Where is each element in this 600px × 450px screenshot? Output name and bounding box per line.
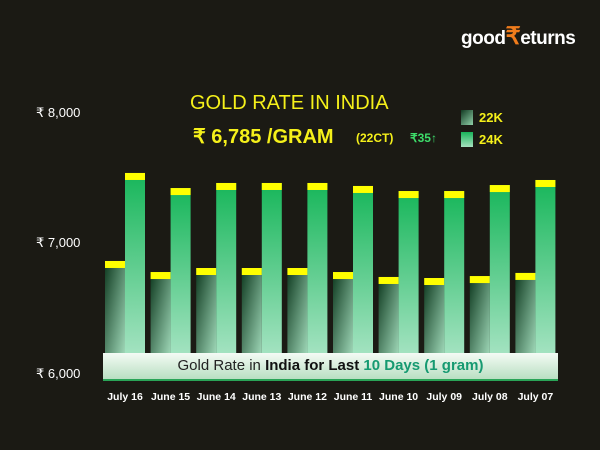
bar-cap-22k — [150, 272, 171, 280]
x-tick-label: July 16 — [107, 391, 143, 403]
bar-24k — [398, 191, 419, 360]
bar-24k — [307, 182, 328, 360]
bar-cap-22k — [333, 272, 353, 280]
bar-24k — [444, 191, 465, 360]
bar-22k — [515, 272, 536, 360]
bar-cap-22k — [469, 276, 490, 284]
bar-22k — [241, 268, 262, 360]
legend-24k: 24K — [461, 132, 503, 147]
x-tick-label: July 08 — [472, 391, 508, 403]
chart-title: GOLD RATE IN INDIA — [190, 92, 389, 114]
x-tick-label: July 09 — [426, 391, 462, 403]
bar-24k — [261, 182, 282, 360]
bar-cap-24k — [398, 191, 419, 199]
x-tick-label: June 11 — [334, 391, 373, 403]
y-tick-8000: ₹ 8,000 — [36, 105, 81, 120]
bar-22k — [150, 272, 171, 360]
bar-cap-22k — [515, 272, 536, 280]
chart-caption: Gold Rate in India for Last 10 Days (1 g… — [103, 353, 558, 381]
bar-cap-24k — [261, 182, 282, 190]
bar-cap-22k — [196, 268, 217, 275]
bar-22k — [469, 276, 490, 360]
bar-22k — [333, 272, 353, 360]
legend-swatch-24k — [461, 132, 473, 147]
bar-22k — [424, 278, 445, 360]
bar-cap-24k — [535, 179, 556, 187]
bar-cap-22k — [424, 278, 445, 286]
bar-cap-24k — [125, 172, 145, 180]
bar-24k — [489, 185, 510, 360]
x-tick-label: July 07 — [518, 391, 554, 403]
x-tick-label: June 14 — [197, 391, 236, 403]
x-tick-label: June 15 — [151, 391, 190, 403]
bar-cap-24k — [170, 188, 191, 196]
bar-cap-22k — [287, 268, 308, 275]
bar-24k — [170, 188, 191, 360]
bar-24k — [353, 185, 373, 360]
price-per-gram: ₹ 6,785 /GRAM — [193, 126, 334, 148]
legend-swatch-22k — [461, 110, 473, 125]
price-change: ₹35↑ — [410, 131, 437, 145]
y-tick-6000: ₹ 6,000 — [36, 366, 81, 381]
bar-cap-22k — [241, 268, 262, 275]
bar-22k — [105, 260, 125, 360]
bar-cap-24k — [444, 191, 465, 199]
bar-cap-24k — [216, 182, 237, 190]
x-tick-label: June 13 — [242, 391, 281, 403]
bar-22k — [196, 268, 217, 360]
bar-24k — [535, 179, 556, 360]
x-tick-label: June 10 — [379, 391, 418, 403]
bar-22k — [378, 276, 399, 360]
bar-24k — [125, 172, 145, 360]
y-tick-7000: ₹ 7,000 — [36, 235, 81, 250]
x-tick-label: June 12 — [288, 391, 327, 403]
bar-24k — [216, 182, 237, 360]
bar-cap-24k — [489, 185, 510, 193]
bar-cap-24k — [353, 185, 373, 193]
legend-22k: 22K — [461, 110, 503, 125]
purity-label: (22CT) — [356, 131, 394, 145]
bar-22k — [287, 268, 308, 360]
bar-cap-22k — [105, 260, 125, 268]
goodreturns-logo: good₹eturns — [461, 23, 576, 50]
bar-cap-22k — [378, 276, 399, 284]
bar-cap-24k — [307, 182, 328, 190]
